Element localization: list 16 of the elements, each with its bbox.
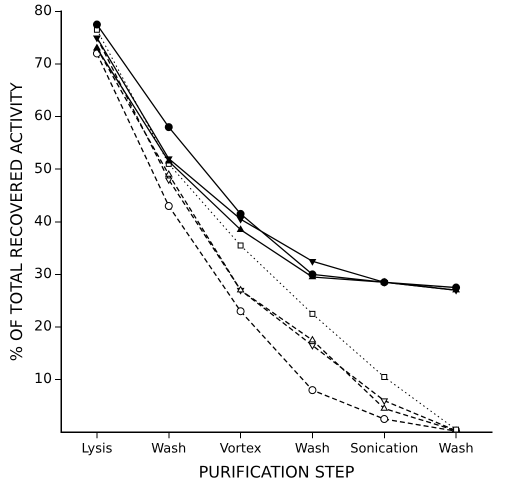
y-tick-label: 30: [34, 266, 52, 282]
y-tick-label: 10: [34, 371, 52, 388]
x-tick-label: Lysis: [81, 441, 113, 456]
x-tick-label: Wash: [294, 441, 330, 456]
y-tick-label: 20: [34, 318, 52, 335]
y-tick-label: 50: [34, 160, 52, 177]
x-tick-label: Wash: [438, 441, 474, 456]
x-tick-label: Wash: [151, 441, 186, 456]
y-tick-label: 70: [34, 56, 52, 72]
y-tick-label: 60: [34, 108, 52, 124]
x-tick-label: Sonication: [350, 441, 418, 456]
x-axis-title: PURIFICATION STEP: [198, 462, 355, 482]
y-axis-title: % OF TOTAL RECOVERED ACTIVITY: [6, 82, 26, 362]
y-tick-label: 80: [34, 3, 52, 20]
x-tick-label: Vortex: [220, 441, 262, 456]
y-tick-label: 40: [34, 213, 52, 230]
